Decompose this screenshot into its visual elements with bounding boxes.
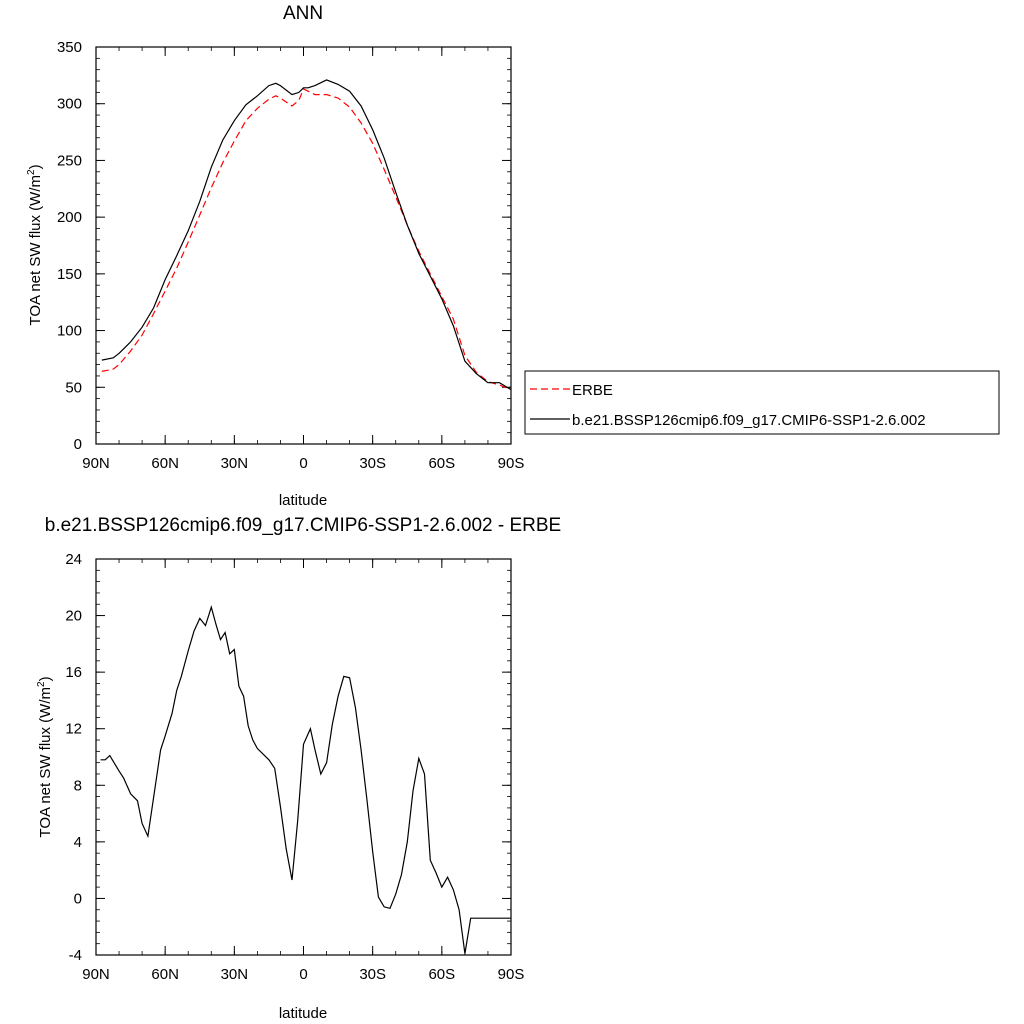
top-y-tick-label: 100 xyxy=(57,323,82,340)
bottom-y-axis-title-sup: 2 xyxy=(36,681,47,687)
top-plot-frame xyxy=(95,46,512,445)
top-x-tick-label: 0 xyxy=(299,455,307,472)
bottom-x-tick-label: 90S xyxy=(498,966,525,983)
top-axis-ticks: 90N 60N 30N 0 30S 60S 90S 0 50 100 150 200 250 300 350 xyxy=(57,39,524,472)
legend: ERBE b.e21.BSSP126cmip6.f09_g17.CMIP6-SS… xyxy=(524,370,1000,435)
bottom-y-axis-title-end: ) xyxy=(37,676,54,681)
bottom-y-axis-title-main: TOA net SW flux (W/m xyxy=(37,687,54,838)
bottom-plot-frame xyxy=(95,558,512,956)
top-x-tick-label: 30S xyxy=(359,455,386,472)
legend-box xyxy=(524,370,1000,435)
top-y-axis-title-main: TOA net SW flux (W/m xyxy=(27,175,44,326)
bottom-y-tick-label: 4 xyxy=(74,834,82,851)
top-y-axis-title-end: ) xyxy=(27,164,44,169)
bottom-x-tick-label: 90N xyxy=(82,966,110,983)
bottom-y-tick-label: 16 xyxy=(65,664,82,681)
top-y-tick-label: 250 xyxy=(57,152,82,169)
top-y-tick-label: 300 xyxy=(57,96,82,113)
bottom-plot-lines xyxy=(100,604,511,954)
bottom-chart-title: b.e21.BSSP126cmip6.f09_g17.CMIP6-SSP1-2.… xyxy=(45,515,561,536)
bottom-y-tick-label: 12 xyxy=(65,721,82,738)
top-y-tick-label: 200 xyxy=(57,209,82,226)
top-panel: ANN 90N 60N 30N 0 30S 60S 90S 0 50 100 150 200 250 30… xyxy=(26,3,1000,509)
top-y-tick-label: 0 xyxy=(74,436,82,453)
top-y-axis-title: TOA net SW flux (W/m2) xyxy=(26,164,44,325)
bottom-y-tick-label: 8 xyxy=(74,777,82,794)
bottom-y-axis-title: TOA net SW flux (W/m2) xyxy=(36,676,54,837)
top-series-line-0 xyxy=(101,88,512,391)
top-x-tick-label: 90N xyxy=(82,455,110,472)
top-y-tick-label: 50 xyxy=(65,379,82,396)
bottom-x-tick-label: 60S xyxy=(428,966,455,983)
legend-label-model: b.e21.BSSP126cmip6.f09_g17.CMIP6-SSP1-2.… xyxy=(572,412,926,429)
top-chart-title: ANN xyxy=(283,3,323,24)
bottom-x-axis-title: latitude xyxy=(279,1005,327,1022)
bottom-y-tick-label: 0 xyxy=(74,890,82,907)
top-y-tick-label: 150 xyxy=(57,266,82,283)
top-x-axis-title: latitude xyxy=(279,492,327,509)
bottom-axis-ticks: 90N 60N 30N 0 30S 60S 90S -4 0 4 8 12 16 20 24 xyxy=(65,551,524,983)
bottom-x-tick-label: 60N xyxy=(151,966,179,983)
top-y-tick-label: 350 xyxy=(57,39,82,56)
top-x-tick-label: 30N xyxy=(221,455,249,472)
top-y-axis-title-sup: 2 xyxy=(26,169,37,175)
top-x-tick-label: 60S xyxy=(428,455,455,472)
bottom-x-tick-label: 0 xyxy=(299,966,307,983)
top-x-tick-label: 60N xyxy=(151,455,179,472)
bottom-panel: b.e21.BSSP126cmip6.f09_g17.CMIP6-SSP1-2.… xyxy=(36,515,561,1022)
bottom-x-tick-label: 30N xyxy=(221,966,249,983)
bottom-y-tick-label: 20 xyxy=(65,608,82,625)
top-x-tick-label: 90S xyxy=(498,455,525,472)
bottom-x-tick-label: 30S xyxy=(359,966,386,983)
top-series-line-1 xyxy=(101,79,512,391)
bottom-y-tick-label: -4 xyxy=(69,947,82,964)
legend-label-erbe: ERBE xyxy=(572,382,613,399)
top-plot-lines xyxy=(101,79,512,391)
bottom-y-tick-label: 24 xyxy=(65,551,82,568)
bottom-series-line-0 xyxy=(100,604,511,954)
